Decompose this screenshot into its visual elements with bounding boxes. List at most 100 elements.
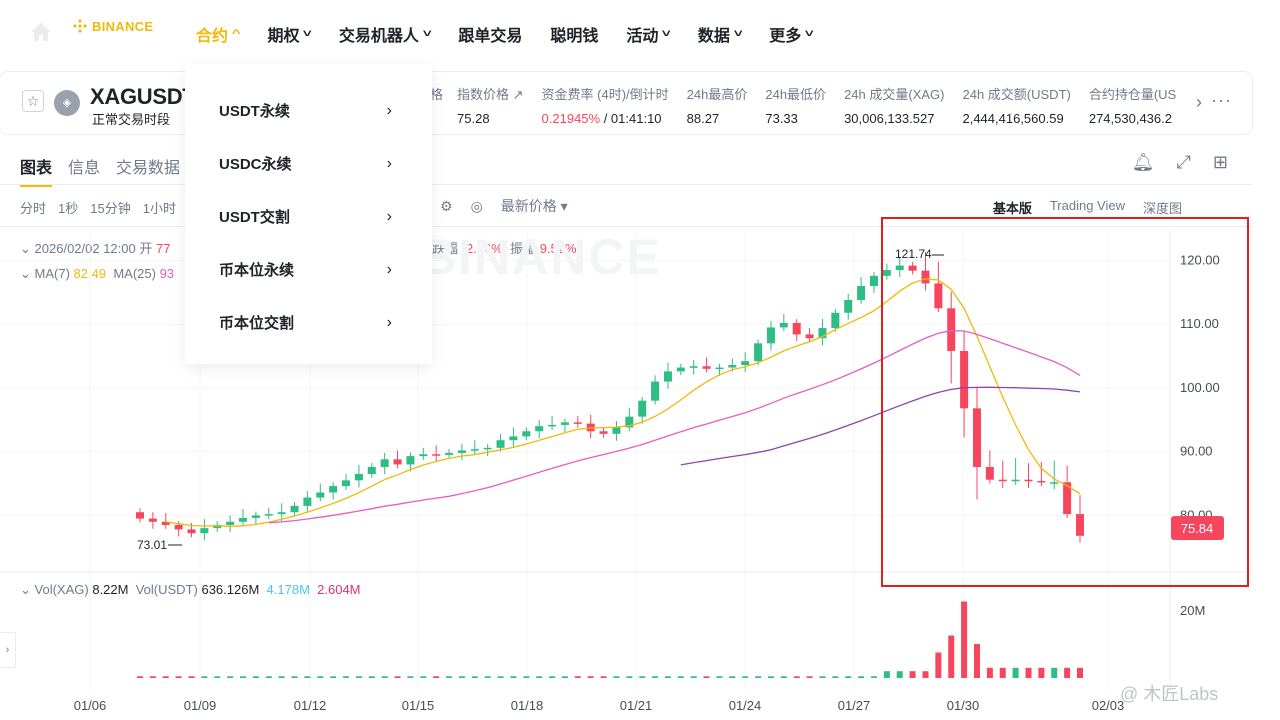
nav-item-label: 数据 <box>697 28 730 45</box>
favorite-star-icon[interactable]: ☆ <box>22 90 44 112</box>
y-tick-label: 120.00 <box>1180 252 1220 267</box>
nav-item-4[interactable]: 聪明钱 <box>550 22 598 46</box>
collapse-icon[interactable]: ⌄ <box>20 266 31 281</box>
bell-icon[interactable]: 🔔︎ <box>1131 152 1155 172</box>
chevron-right-icon[interactable]: › <box>1196 92 1202 112</box>
nav-item-label: 期权 <box>267 28 300 45</box>
x-tick-label: 01/15 <box>402 698 435 713</box>
dropdown-item[interactable]: 币本位永续 › <box>185 243 432 296</box>
collapse-icon[interactable]: ⌄ <box>20 241 31 256</box>
nav-item-3[interactable]: 跟单交易 <box>458 22 522 46</box>
vol-xag-value: 8.22M <box>92 582 129 597</box>
candle-body <box>419 454 428 457</box>
dropdown-item[interactable]: USDT交割 › <box>185 190 432 243</box>
candle-body <box>393 459 402 465</box>
nav-item-label: 聪明钱 <box>550 28 599 45</box>
amp-value: 9.52% <box>539 241 577 256</box>
candle-body <box>831 312 840 329</box>
candle-body <box>985 466 994 480</box>
x-tick-label: 01/06 <box>74 698 107 713</box>
nav-item-2[interactable]: 交易机器人 ˅ <box>339 22 432 46</box>
tab-1[interactable]: 信息 <box>68 160 101 177</box>
fullscreen-icon[interactable]: ⤢ <box>1176 152 1191 172</box>
chevron-right-icon: › <box>386 313 392 331</box>
home-icon[interactable] <box>30 22 52 42</box>
stat-value: 2,444,416,560.59 <box>962 111 1064 126</box>
change-readout: 跌幅 -2.16% 振幅 9.52% <box>432 238 577 257</box>
volume-bar <box>664 676 671 678</box>
interval-option[interactable]: 1秒 <box>58 201 79 216</box>
dropdown-item-label: 币本位永续 <box>219 262 295 279</box>
candle-body <box>779 322 788 328</box>
volume-bar <box>497 676 504 678</box>
volume-bar <box>587 676 594 678</box>
view-option[interactable]: Trading View <box>1049 198 1125 213</box>
open-value: 77 <box>156 241 171 256</box>
candle-body <box>1076 514 1084 536</box>
candle-body <box>535 426 544 432</box>
price-type-label: 最新价格 <box>500 198 557 214</box>
dropdown-item-label: USDT交割 <box>219 209 290 226</box>
funding-countdown: / 01:41:10 <box>600 111 662 126</box>
collapse-icon[interactable]: ⌄ <box>20 582 31 597</box>
more-icon[interactable]: ··· <box>1211 90 1232 110</box>
volume-bar <box>639 676 646 678</box>
volume-bar <box>484 676 491 678</box>
tab-0[interactable]: 图表 <box>20 154 53 187</box>
dropdown-item[interactable]: USDC永续 › <box>185 137 432 190</box>
binance-watermark: BINANCE <box>420 229 662 285</box>
candle-body <box>290 505 299 513</box>
symbol-name[interactable]: XAGUSDT <box>90 84 196 109</box>
candle-body <box>844 300 853 313</box>
view-option[interactable]: 基本版 <box>992 201 1032 216</box>
change-label: 跌幅 <box>432 241 459 256</box>
stat-key: 合约持仓量(US <box>1088 87 1177 102</box>
target-icon[interactable]: ◎ <box>470 197 483 214</box>
candle-body <box>470 449 479 451</box>
stat-item: 24h最高价 88.27 <box>687 84 748 126</box>
dropdown-item[interactable]: 币本位交割 › <box>185 296 432 349</box>
nav-item-6[interactable]: 数据 ˅ <box>697 22 743 46</box>
expand-sidebar-icon[interactable]: › <box>0 632 16 668</box>
volume-bar <box>729 676 736 678</box>
chevron-up-icon: ^ <box>231 28 241 40</box>
stat-key: 资金费率 (4时)/倒计时 <box>541 87 669 102</box>
volume-bar <box>870 676 877 678</box>
binance-logo[interactable]: BINANCE <box>72 16 153 36</box>
volume-bar <box>858 676 865 678</box>
nav-item-5[interactable]: 活动 ˅ <box>626 22 671 46</box>
indicator-settings-icon[interactable]: ⚙︎ <box>440 197 453 214</box>
view-switch: 基本版 Trading View 深度图 <box>993 198 1182 217</box>
candle-body <box>303 497 312 506</box>
volume-bar <box>471 676 478 678</box>
stat-value: 0.21945% <box>541 111 601 126</box>
candle-body <box>136 512 144 519</box>
volume-bar <box>433 676 440 678</box>
volume-bar <box>690 676 697 678</box>
candle-body <box>663 371 672 382</box>
volume-bar <box>780 676 787 678</box>
volume-bar <box>948 635 955 678</box>
price-type-select[interactable]: 最新价格 ▾ <box>500 198 568 214</box>
chevron-right-icon: › <box>386 101 392 119</box>
view-option[interactable]: 深度图 <box>1142 201 1182 216</box>
candle-body <box>445 452 454 455</box>
interval-option[interactable]: 分时 <box>20 201 47 216</box>
volume-bar <box>1025 667 1032 678</box>
volume-bar <box>999 667 1006 678</box>
nav-item-0[interactable]: 合约 ^ <box>196 22 241 46</box>
nav-item-7[interactable]: 更多 ˅ <box>769 22 815 46</box>
stat-key: 24h最低价 <box>765 87 827 102</box>
vol-ma1-value: 4.178M <box>266 582 310 597</box>
volume-bar <box>458 676 465 678</box>
chevron-down-icon: ˅ <box>805 28 815 40</box>
dropdown-item[interactable]: USDT永续 › <box>185 84 432 137</box>
volume-bar <box>819 676 826 678</box>
interval-option[interactable]: 15分钟 <box>90 201 131 216</box>
layout-icon[interactable]: ⊞ <box>1212 152 1228 172</box>
candle-body <box>960 350 969 409</box>
tab-2[interactable]: 交易数据 <box>116 160 181 177</box>
interval-option[interactable]: 1小时 <box>142 201 176 216</box>
nav-item-1[interactable]: 期权 ˅ <box>267 22 312 46</box>
candle-body <box>200 528 209 534</box>
